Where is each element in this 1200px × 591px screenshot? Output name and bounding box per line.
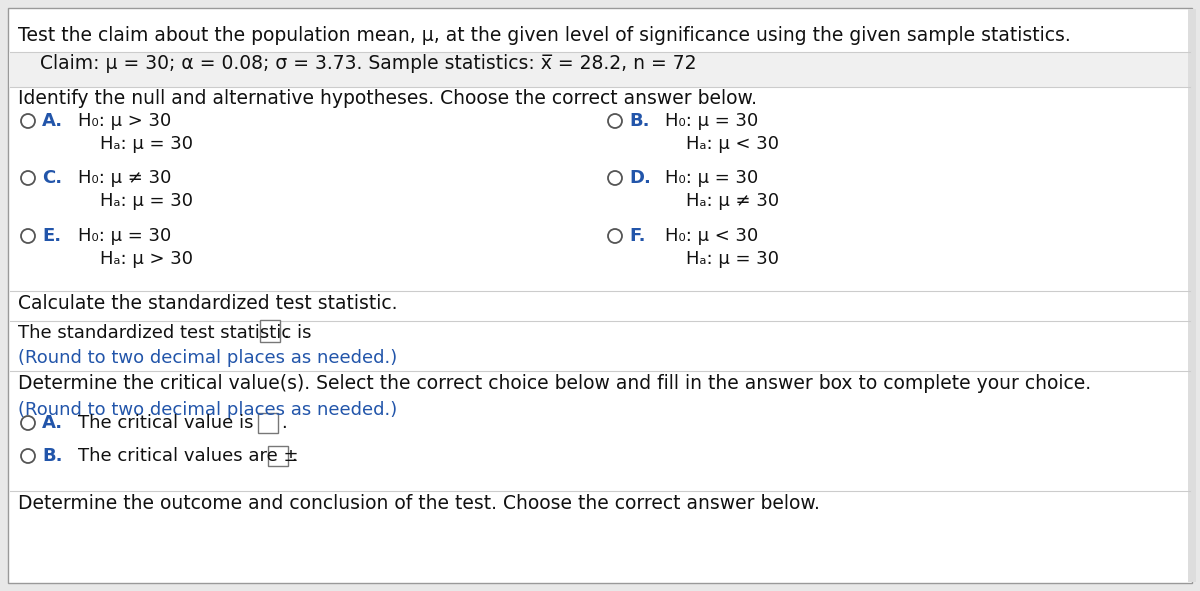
Text: Determine the critical value(s). Select the correct choice below and fill in the: Determine the critical value(s). Select … <box>18 374 1091 393</box>
Text: H₀: μ < 30: H₀: μ < 30 <box>665 227 758 245</box>
Text: H₀: μ = 30: H₀: μ = 30 <box>665 169 758 187</box>
Text: B.: B. <box>42 447 62 465</box>
Text: The critical value is: The critical value is <box>78 414 253 432</box>
Text: E.: E. <box>42 227 61 245</box>
Bar <box>1188 9 1196 582</box>
Text: A.: A. <box>42 414 64 432</box>
Text: Hₐ: μ = 30: Hₐ: μ = 30 <box>100 192 193 210</box>
Text: Hₐ: μ = 30: Hₐ: μ = 30 <box>686 250 779 268</box>
Text: Identify the null and alternative hypotheses. Choose the correct answer below.: Identify the null and alternative hypoth… <box>18 89 757 108</box>
Text: .: . <box>292 447 296 465</box>
Text: Calculate the standardized test statistic.: Calculate the standardized test statisti… <box>18 294 397 313</box>
Bar <box>10 52 1190 87</box>
Text: A.: A. <box>42 112 64 130</box>
Bar <box>260 320 280 342</box>
Text: H₀: μ > 30: H₀: μ > 30 <box>78 112 172 130</box>
Text: C.: C. <box>42 169 62 187</box>
Text: F.: F. <box>629 227 646 245</box>
Text: Determine the outcome and conclusion of the test. Choose the correct answer belo: Determine the outcome and conclusion of … <box>18 494 820 513</box>
Text: Hₐ: μ < 30: Hₐ: μ < 30 <box>686 135 779 153</box>
Text: (Round to two decimal places as needed.): (Round to two decimal places as needed.) <box>18 401 397 419</box>
Text: H₀: μ = 30: H₀: μ = 30 <box>78 227 172 245</box>
Text: .: . <box>283 324 289 342</box>
Text: H₀: μ = 30: H₀: μ = 30 <box>665 112 758 130</box>
Text: B.: B. <box>629 112 649 130</box>
Text: Claim: μ = 30; α = 0.08; σ = 3.73. Sample statistics: x̅ = 28.2, n = 72: Claim: μ = 30; α = 0.08; σ = 3.73. Sampl… <box>40 54 696 73</box>
Text: The critical values are ±: The critical values are ± <box>78 447 299 465</box>
Text: The standardized test statistic is: The standardized test statistic is <box>18 324 312 342</box>
Text: Hₐ: μ ≠ 30: Hₐ: μ ≠ 30 <box>686 192 779 210</box>
Bar <box>258 413 278 433</box>
Text: .: . <box>281 414 287 432</box>
Text: Hₐ: μ = 30: Hₐ: μ = 30 <box>100 135 193 153</box>
Text: Hₐ: μ > 30: Hₐ: μ > 30 <box>100 250 193 268</box>
Text: H₀: μ ≠ 30: H₀: μ ≠ 30 <box>78 169 172 187</box>
Text: (Round to two decimal places as needed.): (Round to two decimal places as needed.) <box>18 349 397 367</box>
Text: Test the claim about the population mean, μ, at the given level of significance : Test the claim about the population mean… <box>18 26 1070 45</box>
Text: D.: D. <box>629 169 650 187</box>
Bar <box>268 446 288 466</box>
